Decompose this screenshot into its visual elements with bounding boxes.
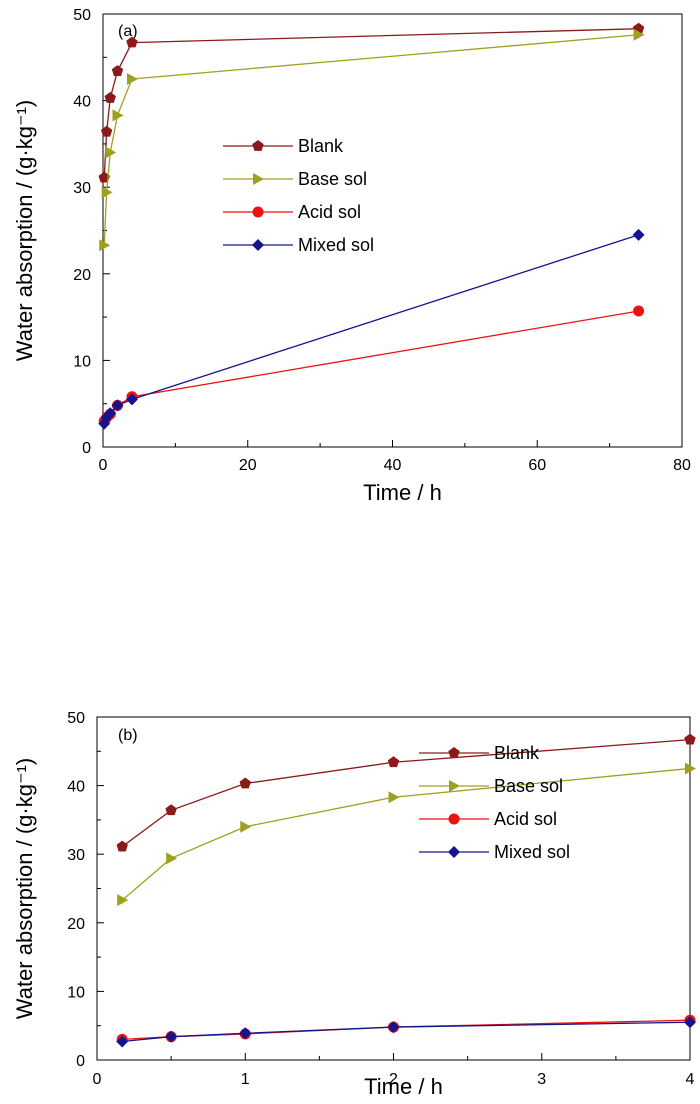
data-point xyxy=(100,125,113,137)
legend-entry: Base sol xyxy=(494,776,563,796)
data-point xyxy=(239,1027,252,1040)
plot-frame xyxy=(102,13,683,448)
y-axis-title: Water absorption / (g·kg⁻¹) xyxy=(12,758,37,1019)
x-tick-label: 0 xyxy=(93,1071,102,1088)
y-tick-label: 10 xyxy=(67,984,85,1001)
legend-marker xyxy=(448,813,460,825)
data-point xyxy=(112,109,124,122)
y-axis-title: Water absorption / (g·kg⁻¹) xyxy=(12,100,37,361)
x-tick-label: 20 xyxy=(239,457,257,474)
x-tick-label: 0 xyxy=(99,457,108,474)
x-tick-label: 4 xyxy=(686,1071,695,1088)
legend: Blank Base sol Acid sol Mixed sol xyxy=(223,136,374,255)
chart-panel-a: 0 20 40 60 80 0 10 20 30 40 50 Time / h Water absorp… xyxy=(12,7,691,505)
data-point xyxy=(101,186,113,199)
series-line xyxy=(103,34,639,246)
legend-marker xyxy=(449,780,460,792)
series-line xyxy=(121,738,691,848)
series-mixed-sol xyxy=(98,228,645,430)
legend-entry: Base sol xyxy=(298,169,367,189)
x-tick-label: 40 xyxy=(384,457,402,474)
data-point xyxy=(116,840,128,852)
x-tick-label: 2 xyxy=(389,1071,398,1088)
data-point xyxy=(239,777,251,789)
series-acid-sol xyxy=(98,305,645,427)
legend-entry: Blank xyxy=(494,743,540,763)
y-tick-label: 0 xyxy=(76,1053,85,1070)
y-tick-label: 30 xyxy=(67,847,85,864)
series-line xyxy=(103,310,639,422)
data-point xyxy=(111,65,124,77)
y-tick-label: 10 xyxy=(73,353,91,370)
series-base-sol xyxy=(117,762,696,907)
legend-entry: Acid sol xyxy=(494,809,557,829)
y-tick-label: 40 xyxy=(67,779,85,796)
data-point xyxy=(684,733,696,745)
x-tick-label: 80 xyxy=(673,457,691,474)
legend: Blank Base sol Acid sol Mixed sol xyxy=(419,743,570,862)
data-point xyxy=(105,146,117,159)
y-tick-label: 50 xyxy=(73,7,91,24)
data-point xyxy=(388,791,400,804)
x-tick-label: 1 xyxy=(241,1071,250,1088)
legend-marker xyxy=(448,846,460,858)
legend-entry: Blank xyxy=(298,136,344,156)
data-point xyxy=(111,399,124,412)
data-point xyxy=(125,393,138,406)
y-tick-label: 20 xyxy=(67,916,85,933)
panel-label: (b) xyxy=(118,727,138,744)
data-point xyxy=(166,852,178,865)
data-point xyxy=(104,407,117,420)
x-tick-label: 60 xyxy=(528,457,546,474)
data-point xyxy=(387,1021,400,1034)
data-point xyxy=(633,305,645,317)
legend-entry: Mixed sol xyxy=(298,235,374,255)
legend-entry: Mixed sol xyxy=(494,842,570,862)
series-acid-sol xyxy=(116,1014,696,1045)
series-blank xyxy=(98,22,645,183)
plot-frame xyxy=(96,716,691,1061)
series-line xyxy=(103,234,639,424)
data-point xyxy=(116,1035,129,1048)
x-axis-title: Time / h xyxy=(363,480,442,505)
legend-marker xyxy=(252,206,264,218)
data-point xyxy=(387,756,400,768)
y-tick-label: 30 xyxy=(73,180,91,197)
series-mixed-sol xyxy=(116,1016,696,1048)
y-tick-label: 40 xyxy=(73,94,91,111)
data-point xyxy=(99,239,111,252)
series-line xyxy=(122,1021,691,1043)
x-axis-title: Time / h xyxy=(364,1074,443,1099)
data-point xyxy=(98,171,110,183)
x-tick-label: 3 xyxy=(537,1071,546,1088)
legend-marker xyxy=(252,140,264,151)
y-tick-label: 50 xyxy=(67,710,85,727)
data-point xyxy=(240,820,252,833)
panel-label: (a) xyxy=(118,23,138,40)
data-point xyxy=(633,28,645,41)
legend-marker xyxy=(448,747,460,758)
data-point xyxy=(685,762,696,775)
data-point xyxy=(126,36,138,48)
data-point xyxy=(104,92,116,103)
legend-marker xyxy=(252,239,264,251)
data-point xyxy=(165,804,177,816)
series-line xyxy=(121,767,691,901)
y-tick-label: 0 xyxy=(82,440,91,457)
y-tick-label: 20 xyxy=(73,267,91,284)
legend-marker xyxy=(253,173,264,185)
data-point xyxy=(684,1016,696,1029)
series-line xyxy=(103,28,639,178)
data-point xyxy=(632,228,645,241)
data-point xyxy=(165,1030,178,1043)
series-blank xyxy=(116,733,696,852)
legend-entry: Acid sol xyxy=(298,202,361,222)
series-base-sol xyxy=(99,28,645,252)
data-point xyxy=(117,894,129,907)
data-point xyxy=(126,72,138,85)
